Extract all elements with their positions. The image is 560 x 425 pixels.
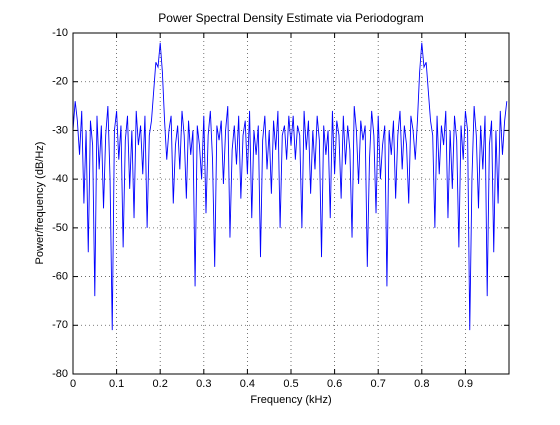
x-tick-label: 0.4 xyxy=(240,378,255,390)
y-tick-label: -80 xyxy=(52,368,68,380)
x-tick-label: 0 xyxy=(70,378,76,390)
chart-title: Power Spectral Density Estimate via Peri… xyxy=(158,11,423,25)
y-tick-label: -10 xyxy=(52,27,68,39)
y-tick-label: -60 xyxy=(52,270,68,282)
y-tick-label: -40 xyxy=(52,173,68,185)
y-tick-label: -20 xyxy=(52,76,68,88)
plot-area xyxy=(73,33,509,374)
data-line xyxy=(72,42,508,331)
x-tick-label: 0.9 xyxy=(458,378,473,390)
x-axis-label: Frequency (kHz) xyxy=(250,394,331,406)
x-tick-label: 0.2 xyxy=(153,378,168,390)
x-tick-label: 0.7 xyxy=(371,378,386,390)
y-tick-label: -30 xyxy=(52,124,68,136)
x-tick-label: 0.3 xyxy=(196,378,211,390)
x-tick-label: 0.6 xyxy=(327,378,342,390)
y-tick-label: -70 xyxy=(52,319,68,331)
x-tick-label: 0.5 xyxy=(283,378,298,390)
axes-box xyxy=(72,32,510,375)
x-tick-label: 0.1 xyxy=(109,378,124,390)
y-axis-label: Power/frequency (dB/Hz) xyxy=(34,142,46,265)
y-tick-label: -50 xyxy=(52,222,68,234)
x-tick-label: 0.8 xyxy=(414,378,429,390)
